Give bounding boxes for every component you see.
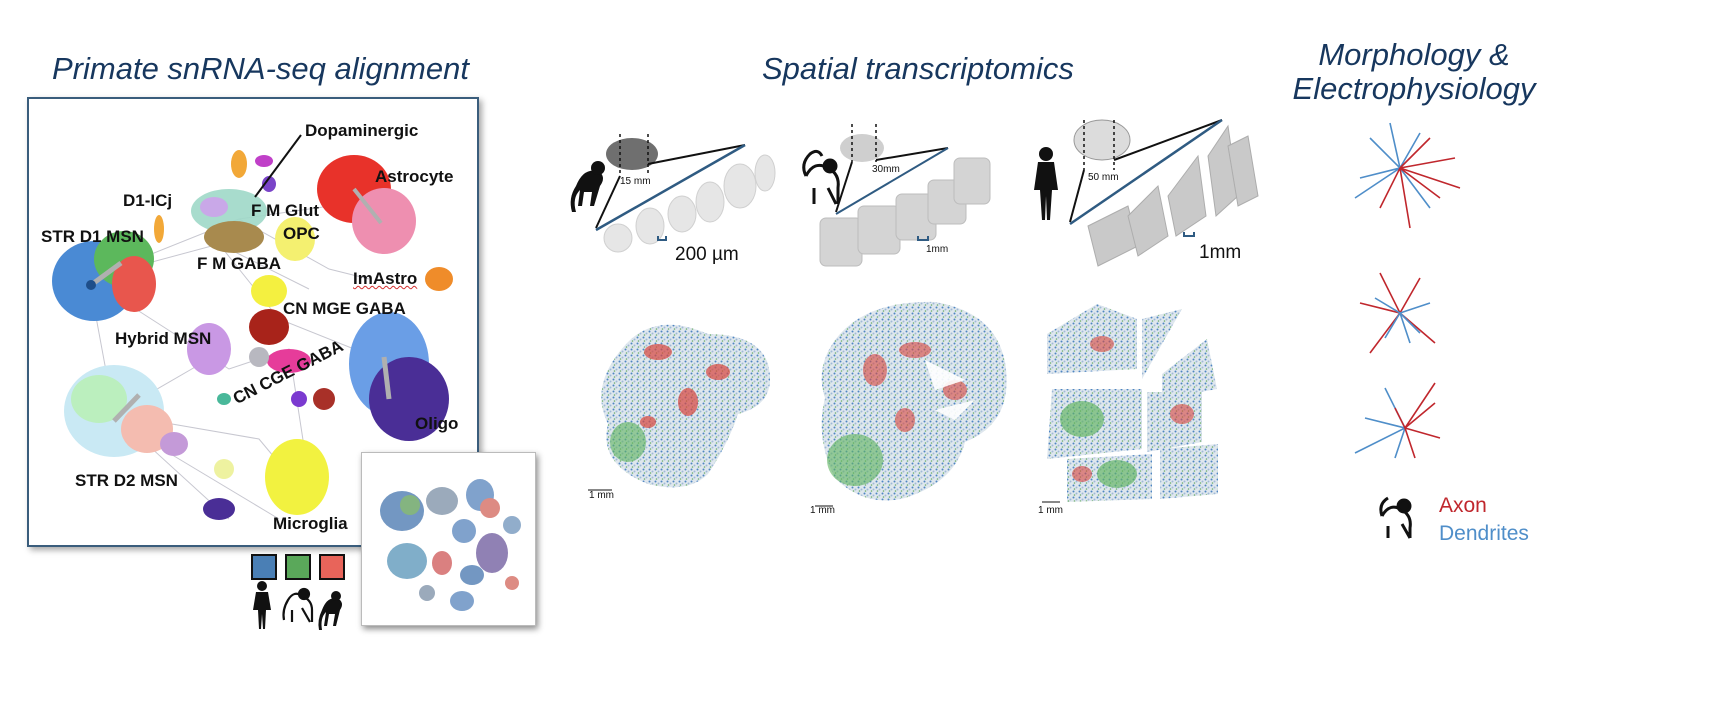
- cluster-cn-mge: [249, 275, 289, 345]
- spatial-title: Spatial transcriptomics: [762, 51, 1074, 86]
- axon-legend-label: Axon: [1439, 494, 1487, 517]
- cluster-cn-cge: [217, 347, 335, 410]
- human-spatial-map: [1042, 304, 1218, 503]
- human-silhouette-icon: [253, 581, 271, 629]
- inset-umap-plot: [380, 479, 521, 611]
- label-fm-gaba: F M GABA: [197, 254, 282, 273]
- label-opc: OPC: [283, 224, 320, 243]
- dendrites-legend-label: Dendrites: [1439, 522, 1529, 545]
- macaque-section-stack: [802, 124, 991, 267]
- cluster-opc: [275, 217, 315, 261]
- marmoset-swatch: [319, 554, 345, 580]
- marmoset-silhouette-icon: [318, 591, 342, 630]
- label-cn-mge-gaba: CN MGE GABA: [283, 299, 406, 318]
- label-astrocyte: Astrocyte: [375, 167, 454, 186]
- marmoset-section-stack: [570, 134, 776, 253]
- morphology-title-line1: Morphology &: [1318, 37, 1510, 72]
- label-hybrid-msn: Hybrid MSN: [115, 329, 212, 348]
- macaque-swatch: [285, 554, 311, 580]
- species-legend-icons: [253, 581, 342, 630]
- human-zoom-label: 50 mm: [1088, 172, 1119, 183]
- macaque-spatial-map: [815, 301, 1007, 507]
- cluster-microglia: [203, 439, 329, 520]
- label-fm-glut: F M Glut: [251, 201, 319, 220]
- umap-plot: [52, 134, 453, 520]
- human-silhouette-icon: [1034, 147, 1058, 220]
- macaque-silhouette-icon: [1379, 496, 1412, 539]
- morphology-title-line2: Electrophysiology: [1292, 71, 1536, 106]
- neuron-morphology-reconstructions: [1354, 122, 1461, 459]
- cluster-fm: [154, 150, 276, 253]
- human-brain: [1073, 119, 1131, 161]
- species-umap-inset: [361, 452, 536, 626]
- morphology-title: Morphology & Electrophysiology: [1290, 38, 1538, 106]
- label-str-d1-msn: STR D1 MSN: [41, 227, 144, 246]
- macaque-scalebar-label: 1 mm: [810, 505, 835, 516]
- alignment-title: Primate snRNA-seq alignment: [52, 51, 469, 86]
- cluster-oligo: [349, 312, 449, 441]
- neuron-2: [1359, 272, 1436, 354]
- umap-panel: Dopaminergic Astrocyte D1-ICj F M Glut S…: [27, 97, 479, 547]
- label-dopaminergic: Dopaminergic: [305, 121, 419, 140]
- marmoset-brain: [606, 138, 658, 170]
- marmoset-scalebar-label: 1 mm: [589, 490, 614, 501]
- marmoset-zoom-label: 15 mm: [620, 176, 651, 187]
- dopaminergic-pointer: [254, 134, 302, 198]
- neuron-1: [1354, 122, 1461, 229]
- cluster-imastro: [425, 267, 453, 291]
- human-scale-label: 1mm: [1199, 242, 1242, 263]
- marmoset-spatial-map: [588, 324, 770, 491]
- neuron-3: [1354, 382, 1441, 459]
- macaque-scale-label: 1mm: [926, 244, 949, 255]
- marmoset-scale-label: 200 µm: [675, 244, 739, 265]
- label-microglia: Microglia: [273, 514, 348, 533]
- human-swatch: [251, 554, 277, 580]
- cluster-str-d2: [64, 365, 188, 457]
- human-section-stack: [1034, 118, 1259, 267]
- cluster-str-d1: [52, 231, 156, 321]
- cluster-hybrid-msn: [187, 323, 231, 375]
- human-scalebar-label: 1 mm: [1038, 505, 1063, 516]
- label-imastro: ImAstro: [353, 269, 418, 288]
- label-str-d2-msn: STR D2 MSN: [75, 471, 178, 490]
- macaque-brain: [840, 134, 884, 162]
- label-d1-icj: D1-ICj: [123, 191, 173, 210]
- macaque-silhouette-icon: [802, 149, 840, 205]
- marmoset-silhouette-icon: [570, 161, 605, 212]
- macaque-zoom-label: 30mm: [872, 164, 900, 175]
- label-oligo: Oligo: [415, 414, 459, 433]
- cluster-astrocyte: [317, 155, 416, 254]
- macaque-silhouette-icon: [282, 587, 314, 623]
